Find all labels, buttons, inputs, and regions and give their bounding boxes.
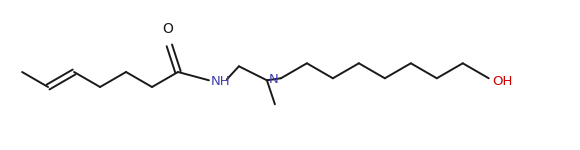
Text: NH: NH [211,75,230,88]
Text: N: N [269,73,278,86]
Text: O: O [162,22,173,36]
Text: OH: OH [492,75,512,88]
